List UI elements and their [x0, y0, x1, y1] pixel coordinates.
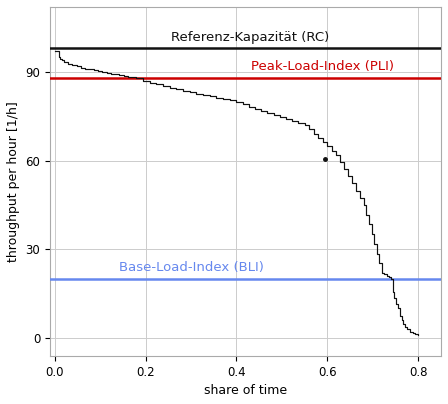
Y-axis label: throughput per hour [1/h]: throughput per hour [1/h] [7, 101, 20, 262]
Text: Referenz-Kapazität (RC): Referenz-Kapazität (RC) [171, 31, 329, 44]
X-axis label: share of time: share of time [204, 384, 287, 397]
Text: Base-Load-Index (BLI): Base-Load-Index (BLI) [119, 261, 263, 274]
Text: Peak-Load-Index (PLI): Peak-Load-Index (PLI) [251, 61, 394, 74]
